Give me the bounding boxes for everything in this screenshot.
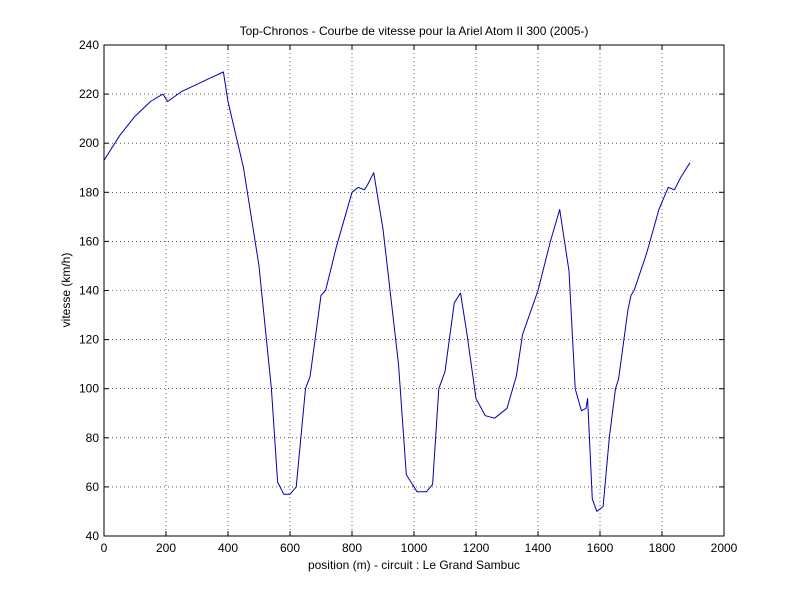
y-tick-label: 240	[79, 38, 99, 52]
x-tick-label: 400	[218, 541, 238, 555]
y-axis-label: vitesse (km/h)	[59, 253, 73, 328]
grid	[104, 45, 724, 536]
x-tick-label: 1600	[587, 541, 614, 555]
x-tick-label: 0	[101, 541, 108, 555]
y-tick-label: 80	[86, 431, 100, 445]
y-tick-label: 100	[79, 382, 99, 396]
x-tick-label: 600	[280, 541, 300, 555]
x-tick-label: 200	[156, 541, 176, 555]
series-layer	[103, 71, 691, 512]
y-tick-label: 120	[79, 333, 99, 347]
x-tick-label: 1200	[463, 541, 490, 555]
x-tick-label: 2000	[711, 541, 738, 555]
x-axis-label: position (m) - circuit : Le Grand Sambuc	[308, 558, 520, 572]
x-tick-label: 1800	[649, 541, 676, 555]
y-tick-label: 60	[86, 480, 100, 494]
y-tick-label: 140	[79, 284, 99, 298]
speed-line	[103, 71, 691, 512]
plot-frame	[103, 44, 725, 537]
x-tick-label: 1400	[525, 541, 552, 555]
y-tick-label: 180	[79, 185, 99, 199]
x-tick-label: 1000	[401, 541, 428, 555]
y-tick-label: 160	[79, 234, 99, 248]
y-tick-label: 220	[79, 87, 99, 101]
ticks: 0 200 400 600 800 1000 1200 1400 1600 1800 2000 40 6…	[79, 38, 738, 555]
y-tick-label: 200	[79, 136, 99, 150]
chart-title: Top-Chronos - Courbe de vitesse pour la …	[240, 24, 589, 38]
y-tick-label: 40	[86, 529, 100, 543]
x-tick-label: 800	[342, 541, 362, 555]
